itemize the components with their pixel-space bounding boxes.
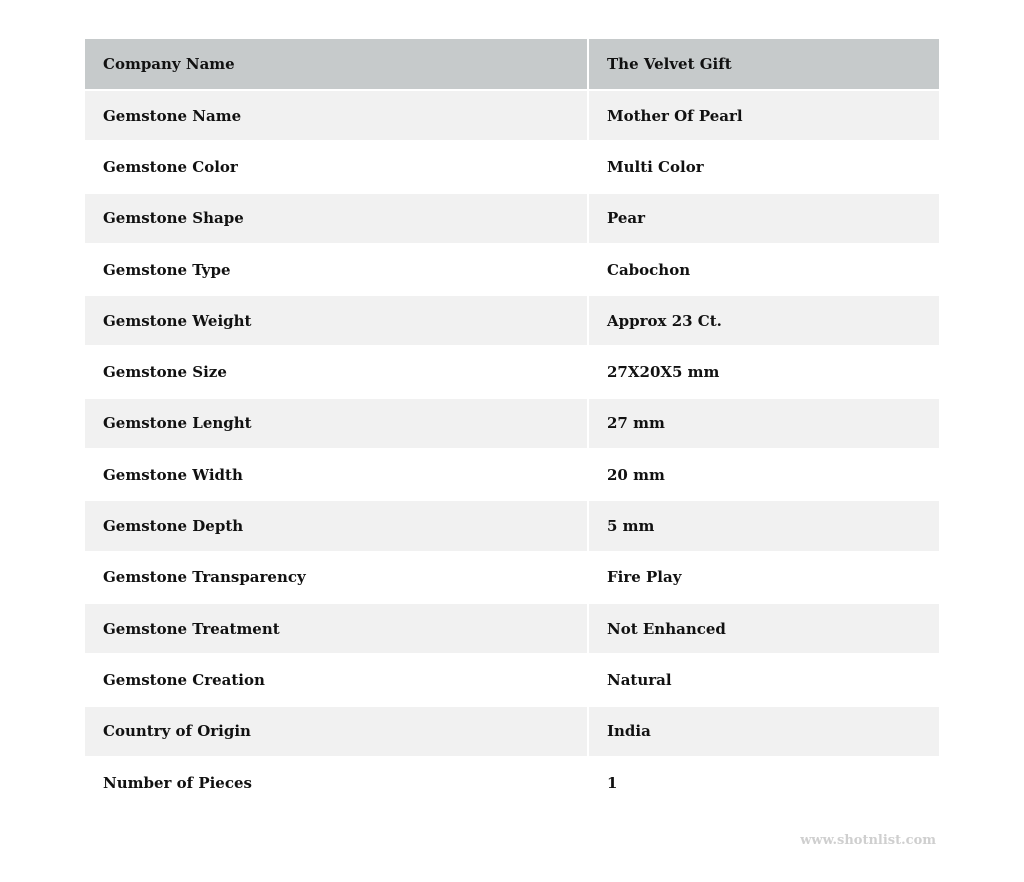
table-row: Number of Pieces 1 <box>85 757 939 808</box>
row-value: Not Enhanced <box>589 603 939 654</box>
row-value: Fire Play <box>589 552 939 602</box>
table-header-row: Company Name The Velvet Gift <box>85 39 939 89</box>
gemstone-spec-table: Company Name The Velvet Gift Gemstone Na… <box>83 37 941 809</box>
row-value: 5 mm <box>589 501 939 551</box>
row-label: Gemstone Color <box>85 142 587 192</box>
header-label: Company Name <box>85 39 587 89</box>
table-row: Gemstone Creation Natural <box>85 655 939 705</box>
row-label: Number of Pieces <box>85 757 587 808</box>
table-row: Country of Origin India <box>85 706 939 756</box>
table-row: Gemstone Name Mother Of Pearl <box>85 91 939 141</box>
row-value: India <box>589 706 939 756</box>
row-value: 1 <box>589 757 939 808</box>
table-row: Gemstone Lenght 27 mm <box>85 398 939 449</box>
row-value: Mother Of Pearl <box>589 91 939 141</box>
table-row: Gemstone Weight Approx 23 Ct. <box>85 296 939 346</box>
watermark: www.shotnlist.com <box>800 833 936 848</box>
row-label: Gemstone Creation <box>85 655 587 705</box>
row-label: Country of Origin <box>85 706 587 756</box>
table-row: Gemstone Transparency Fire Play <box>85 552 939 602</box>
row-value: 20 mm <box>589 450 939 500</box>
header-value: The Velvet Gift <box>589 39 939 89</box>
row-value: Cabochon <box>589 244 939 295</box>
row-value: 27 mm <box>589 398 939 449</box>
row-value: 27X20X5 mm <box>589 347 939 397</box>
table-row: Gemstone Type Cabochon <box>85 244 939 295</box>
row-label: Gemstone Name <box>85 91 587 141</box>
row-label: Gemstone Weight <box>85 296 587 346</box>
table-row: Gemstone Width 20 mm <box>85 450 939 500</box>
table-row: Gemstone Treatment Not Enhanced <box>85 603 939 654</box>
row-label: Gemstone Shape <box>85 193 587 243</box>
row-label: Gemstone Treatment <box>85 603 587 654</box>
row-value: Approx 23 Ct. <box>589 296 939 346</box>
row-value: Multi Color <box>589 142 939 192</box>
row-value: Natural <box>589 655 939 705</box>
row-label: Gemstone Depth <box>85 501 587 551</box>
table-row: Gemstone Depth 5 mm <box>85 501 939 551</box>
table-row: Gemstone Size 27X20X5 mm <box>85 347 939 397</box>
row-value: Pear <box>589 193 939 243</box>
row-label: Gemstone Lenght <box>85 398 587 449</box>
row-label: Gemstone Type <box>85 244 587 295</box>
row-label: Gemstone Transparency <box>85 552 587 602</box>
row-label: Gemstone Size <box>85 347 587 397</box>
table-row: Gemstone Color Multi Color <box>85 142 939 192</box>
table-row: Gemstone Shape Pear <box>85 193 939 243</box>
row-label: Gemstone Width <box>85 450 587 500</box>
